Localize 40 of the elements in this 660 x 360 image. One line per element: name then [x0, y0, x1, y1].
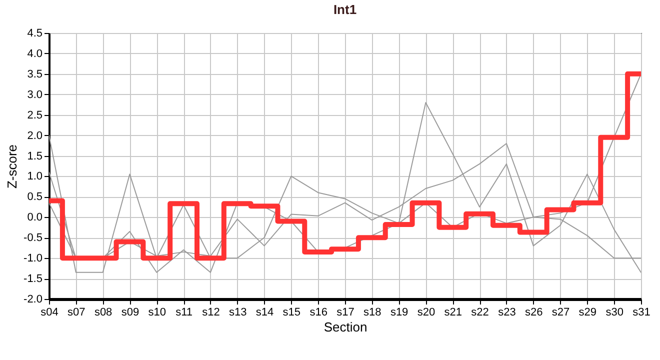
y-tick-label: 4.0: [27, 48, 42, 60]
x-tick-label: s29: [578, 306, 597, 318]
x-tick-label: s10: [148, 306, 166, 318]
x-tick-label: s04: [40, 306, 58, 318]
y-tick-label: 3.0: [27, 88, 42, 101]
y-tick-label: 2.0: [27, 130, 42, 142]
x-tick-label: s27: [552, 306, 570, 318]
y-tick-label: 2.5: [27, 109, 42, 122]
y-tick-label: 1.0: [27, 170, 42, 183]
y-tick-label: 3.5: [27, 68, 42, 80]
x-tick-label: s14: [256, 306, 274, 318]
x-tick-label: s15: [282, 306, 301, 318]
x-tick-label: s31: [632, 306, 650, 318]
y-axis-title: Z-score: [4, 144, 20, 189]
y-tick-label: 0.5: [27, 191, 42, 204]
y-tick-label: 4.5: [27, 28, 42, 40]
x-tick-label: s09: [121, 306, 140, 318]
x-tick-label: s20: [417, 306, 436, 318]
x-tick-label: s23: [498, 306, 516, 318]
x-tick-label: s07: [68, 306, 86, 318]
x-tick-label: s16: [310, 306, 328, 318]
x-tick-label: s12: [202, 306, 220, 318]
x-axis-title: Section: [324, 320, 368, 334]
x-tick-label: s13: [228, 306, 247, 318]
x-tick-label: s30: [606, 306, 624, 318]
x-tick-label: s22: [471, 306, 489, 318]
x-tick-label: s08: [94, 306, 112, 318]
x-tick-label: s19: [390, 306, 408, 318]
y-tick-label: -1.5: [24, 273, 42, 286]
y-tick-label: -1.0: [24, 252, 42, 265]
x-tick-label: s11: [176, 306, 193, 318]
x-tick-label: s17: [336, 306, 354, 318]
x-tick-label: s18: [364, 306, 382, 318]
y-tick-label: -2.0: [24, 294, 42, 306]
chart-title: Int1: [333, 2, 357, 17]
x-tick-label: s21: [444, 306, 462, 318]
y-tick-label: 0.0: [27, 212, 42, 224]
x-tick-label: s26: [524, 306, 543, 318]
y-tick-label: 1.5: [27, 150, 42, 162]
y-tick-label: -0.5: [24, 232, 42, 244]
